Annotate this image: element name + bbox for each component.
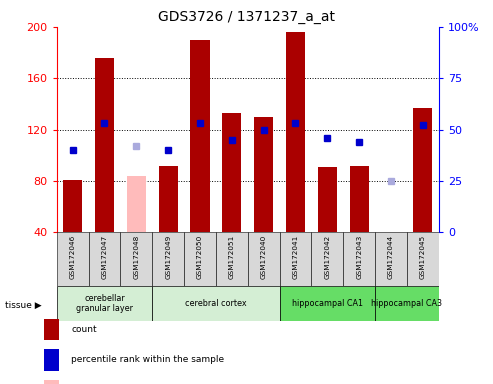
Bar [152, 232, 184, 286]
Bar [286, 32, 305, 232]
Text: GSM172040: GSM172040 [261, 234, 267, 279]
Bar [95, 58, 114, 232]
Bar [318, 167, 337, 232]
Text: GSM172042: GSM172042 [324, 234, 330, 279]
Text: tissue ▶: tissue ▶ [5, 301, 41, 310]
Bar [57, 286, 152, 321]
Text: GSM172046: GSM172046 [70, 234, 75, 279]
Bar [152, 286, 280, 321]
Text: GDS3726 / 1371237_a_at: GDS3726 / 1371237_a_at [158, 10, 335, 23]
Text: GSM172044: GSM172044 [388, 234, 394, 279]
Bar [375, 232, 407, 286]
Bar [312, 232, 343, 286]
Text: percentile rank within the sample: percentile rank within the sample [71, 356, 225, 364]
Text: cerebral cortex: cerebral cortex [185, 299, 246, 308]
Bar [350, 166, 369, 232]
Text: hippocampal CA3: hippocampal CA3 [371, 299, 442, 308]
Bar [413, 108, 432, 232]
Text: GSM172049: GSM172049 [165, 234, 171, 279]
Bar [375, 286, 439, 321]
Bar [216, 232, 247, 286]
Text: GSM172041: GSM172041 [292, 234, 298, 279]
Bar [184, 232, 216, 286]
Text: hippocampal CA1: hippocampal CA1 [292, 299, 363, 308]
Bar [222, 113, 242, 232]
Bar [343, 232, 375, 286]
Text: GSM172048: GSM172048 [133, 234, 140, 279]
Bar [120, 232, 152, 286]
Text: count: count [71, 325, 97, 334]
Text: GSM172050: GSM172050 [197, 234, 203, 279]
Bar [190, 40, 210, 232]
Bar [247, 232, 280, 286]
Bar [254, 117, 273, 232]
Bar [280, 232, 312, 286]
Bar [280, 286, 375, 321]
Bar [407, 232, 439, 286]
Text: GSM172043: GSM172043 [356, 234, 362, 279]
Bar [89, 232, 120, 286]
Bar [159, 166, 177, 232]
Bar [57, 232, 89, 286]
Text: GSM172051: GSM172051 [229, 234, 235, 279]
Text: cerebellar
granular layer: cerebellar granular layer [76, 294, 133, 313]
Bar [63, 180, 82, 232]
Bar [127, 176, 146, 232]
Text: GSM172045: GSM172045 [420, 234, 426, 279]
Text: GSM172047: GSM172047 [102, 234, 107, 279]
